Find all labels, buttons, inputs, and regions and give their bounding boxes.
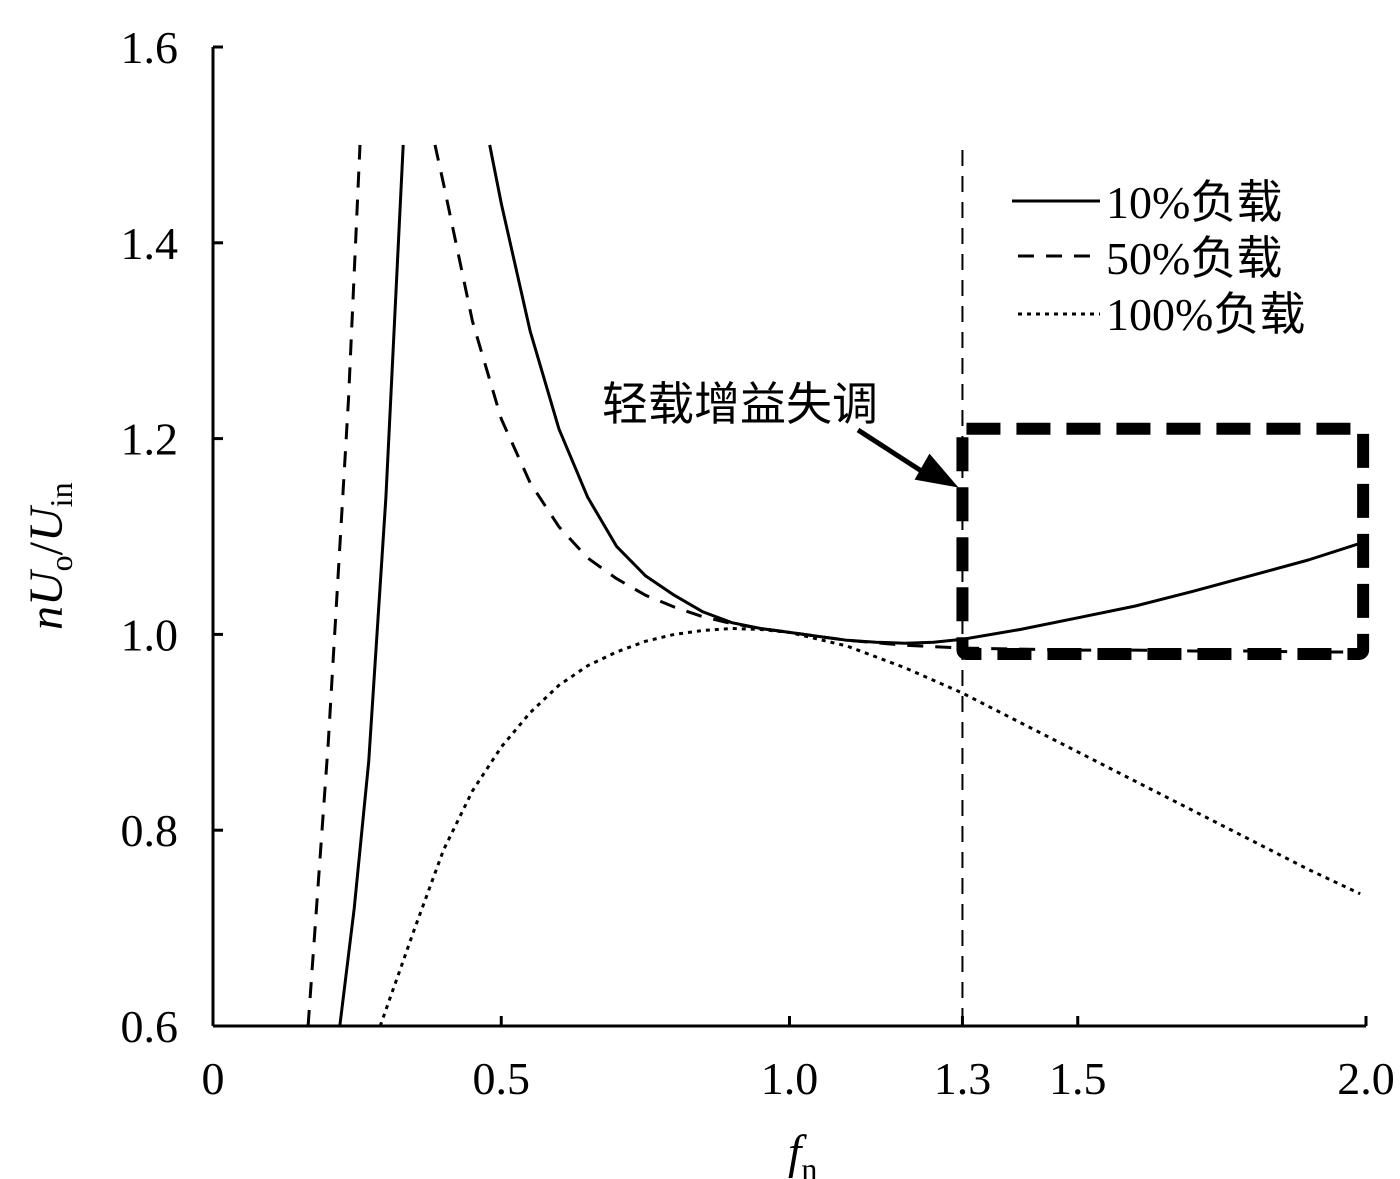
y-tick-label: 1.2 [121, 414, 179, 465]
series-layer [306, 144, 1367, 1027]
y-axis-title: nUo/Uin [20, 482, 79, 630]
y-axis-title-prefix: n [20, 606, 73, 630]
y-tick-label: 1.4 [121, 218, 179, 269]
y-axis-title-sub2: in [43, 482, 79, 507]
x-tick-label: 1.0 [761, 1053, 819, 1104]
x-tick-label: 2.0 [1337, 1053, 1395, 1104]
y-axis-title-sub1: o [43, 555, 79, 571]
annotation-text: 轻载增益失调 [602, 377, 878, 431]
y-axis-title-slash: / [20, 541, 73, 555]
series-line-2-0 [378, 627, 1361, 1027]
legend: 10%负载 50%负载 100%负载 [1012, 177, 1305, 340]
series-line-1-0 [306, 144, 362, 1027]
y-tick-label: 1.6 [121, 22, 179, 73]
legend-label-10: 10%负载 [1106, 177, 1282, 228]
overlay-layer [856, 150, 1370, 1026]
x-tick-label: 1.3 [934, 1053, 992, 1104]
x-axis-title: fn [788, 1126, 817, 1179]
legend-label-100: 100%负载 [1106, 289, 1305, 340]
y-tick-label: 0.6 [121, 1001, 179, 1052]
y-tick-label: 0.8 [121, 805, 179, 856]
x-tick-label: 0.5 [473, 1053, 531, 1104]
y-tick-label: 1.0 [121, 609, 179, 660]
series-line-0-1 [488, 144, 1367, 645]
y-axis-title-u2: U [20, 504, 73, 542]
x-tick-label: 1.5 [1049, 1053, 1107, 1104]
x-axis-title-sub: n [801, 1151, 817, 1179]
x-tick-label: 0 [202, 1053, 225, 1104]
y-axis-title-u1: U [20, 568, 73, 606]
annotation-arrow-head [914, 453, 959, 488]
series-line-1-1 [433, 144, 1366, 654]
annotation-arrow-shaft [856, 427, 930, 478]
series-line-0-0 [338, 144, 405, 1027]
legend-label-50: 50%负载 [1106, 233, 1282, 284]
ticks-layer: 0 0.5 1.0 1.3 1.5 2.0 0.6 0.8 1.0 1.2 1.4 1.6 [121, 22, 1395, 1104]
highlight-box [956, 422, 1370, 660]
